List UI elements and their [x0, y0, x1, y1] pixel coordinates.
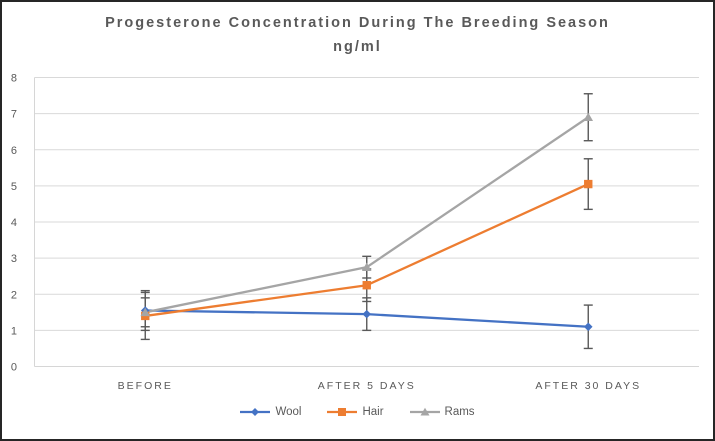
legend-label: Rams: [444, 406, 475, 418]
legend-marker-triangle-icon: [409, 407, 440, 416]
x-category-label: AFTER 5 DAYS: [318, 380, 416, 392]
series-marker-rams: [583, 112, 594, 122]
series-marker-rams: [361, 262, 372, 271]
legend-item-hair: Hair: [327, 406, 384, 418]
y-tick-label: 8: [11, 73, 17, 85]
legend-label: Wool: [275, 406, 302, 418]
y-tick-label: 7: [11, 109, 17, 121]
legend-item-rams: Rams: [409, 406, 475, 418]
series-marker-rams: [140, 307, 151, 317]
y-tick-label: 6: [11, 145, 17, 157]
y-tick-label: 1: [11, 325, 17, 337]
x-category-label: AFTER 30 DAYS: [535, 380, 641, 392]
legend-item-wool: Wool: [240, 406, 301, 418]
legend-label: Hair: [362, 406, 384, 418]
legend-marker-square-icon: [327, 408, 358, 416]
series-marker-wool: [362, 309, 372, 319]
x-category-label: BEFORE: [118, 380, 173, 392]
y-tick-label: 0: [11, 362, 17, 374]
legend: Wool Hair Rams: [2, 401, 713, 423]
legend-marker-diamond-icon: [240, 408, 271, 416]
series-marker-hair: [362, 281, 371, 290]
series-marker-wool: [583, 322, 593, 332]
y-tick-label: 2: [11, 289, 17, 301]
y-tick-label: 3: [11, 253, 17, 265]
y-tick-label: 4: [11, 217, 17, 229]
series-marker-hair: [584, 179, 593, 189]
y-tick-label: 5: [11, 181, 17, 193]
